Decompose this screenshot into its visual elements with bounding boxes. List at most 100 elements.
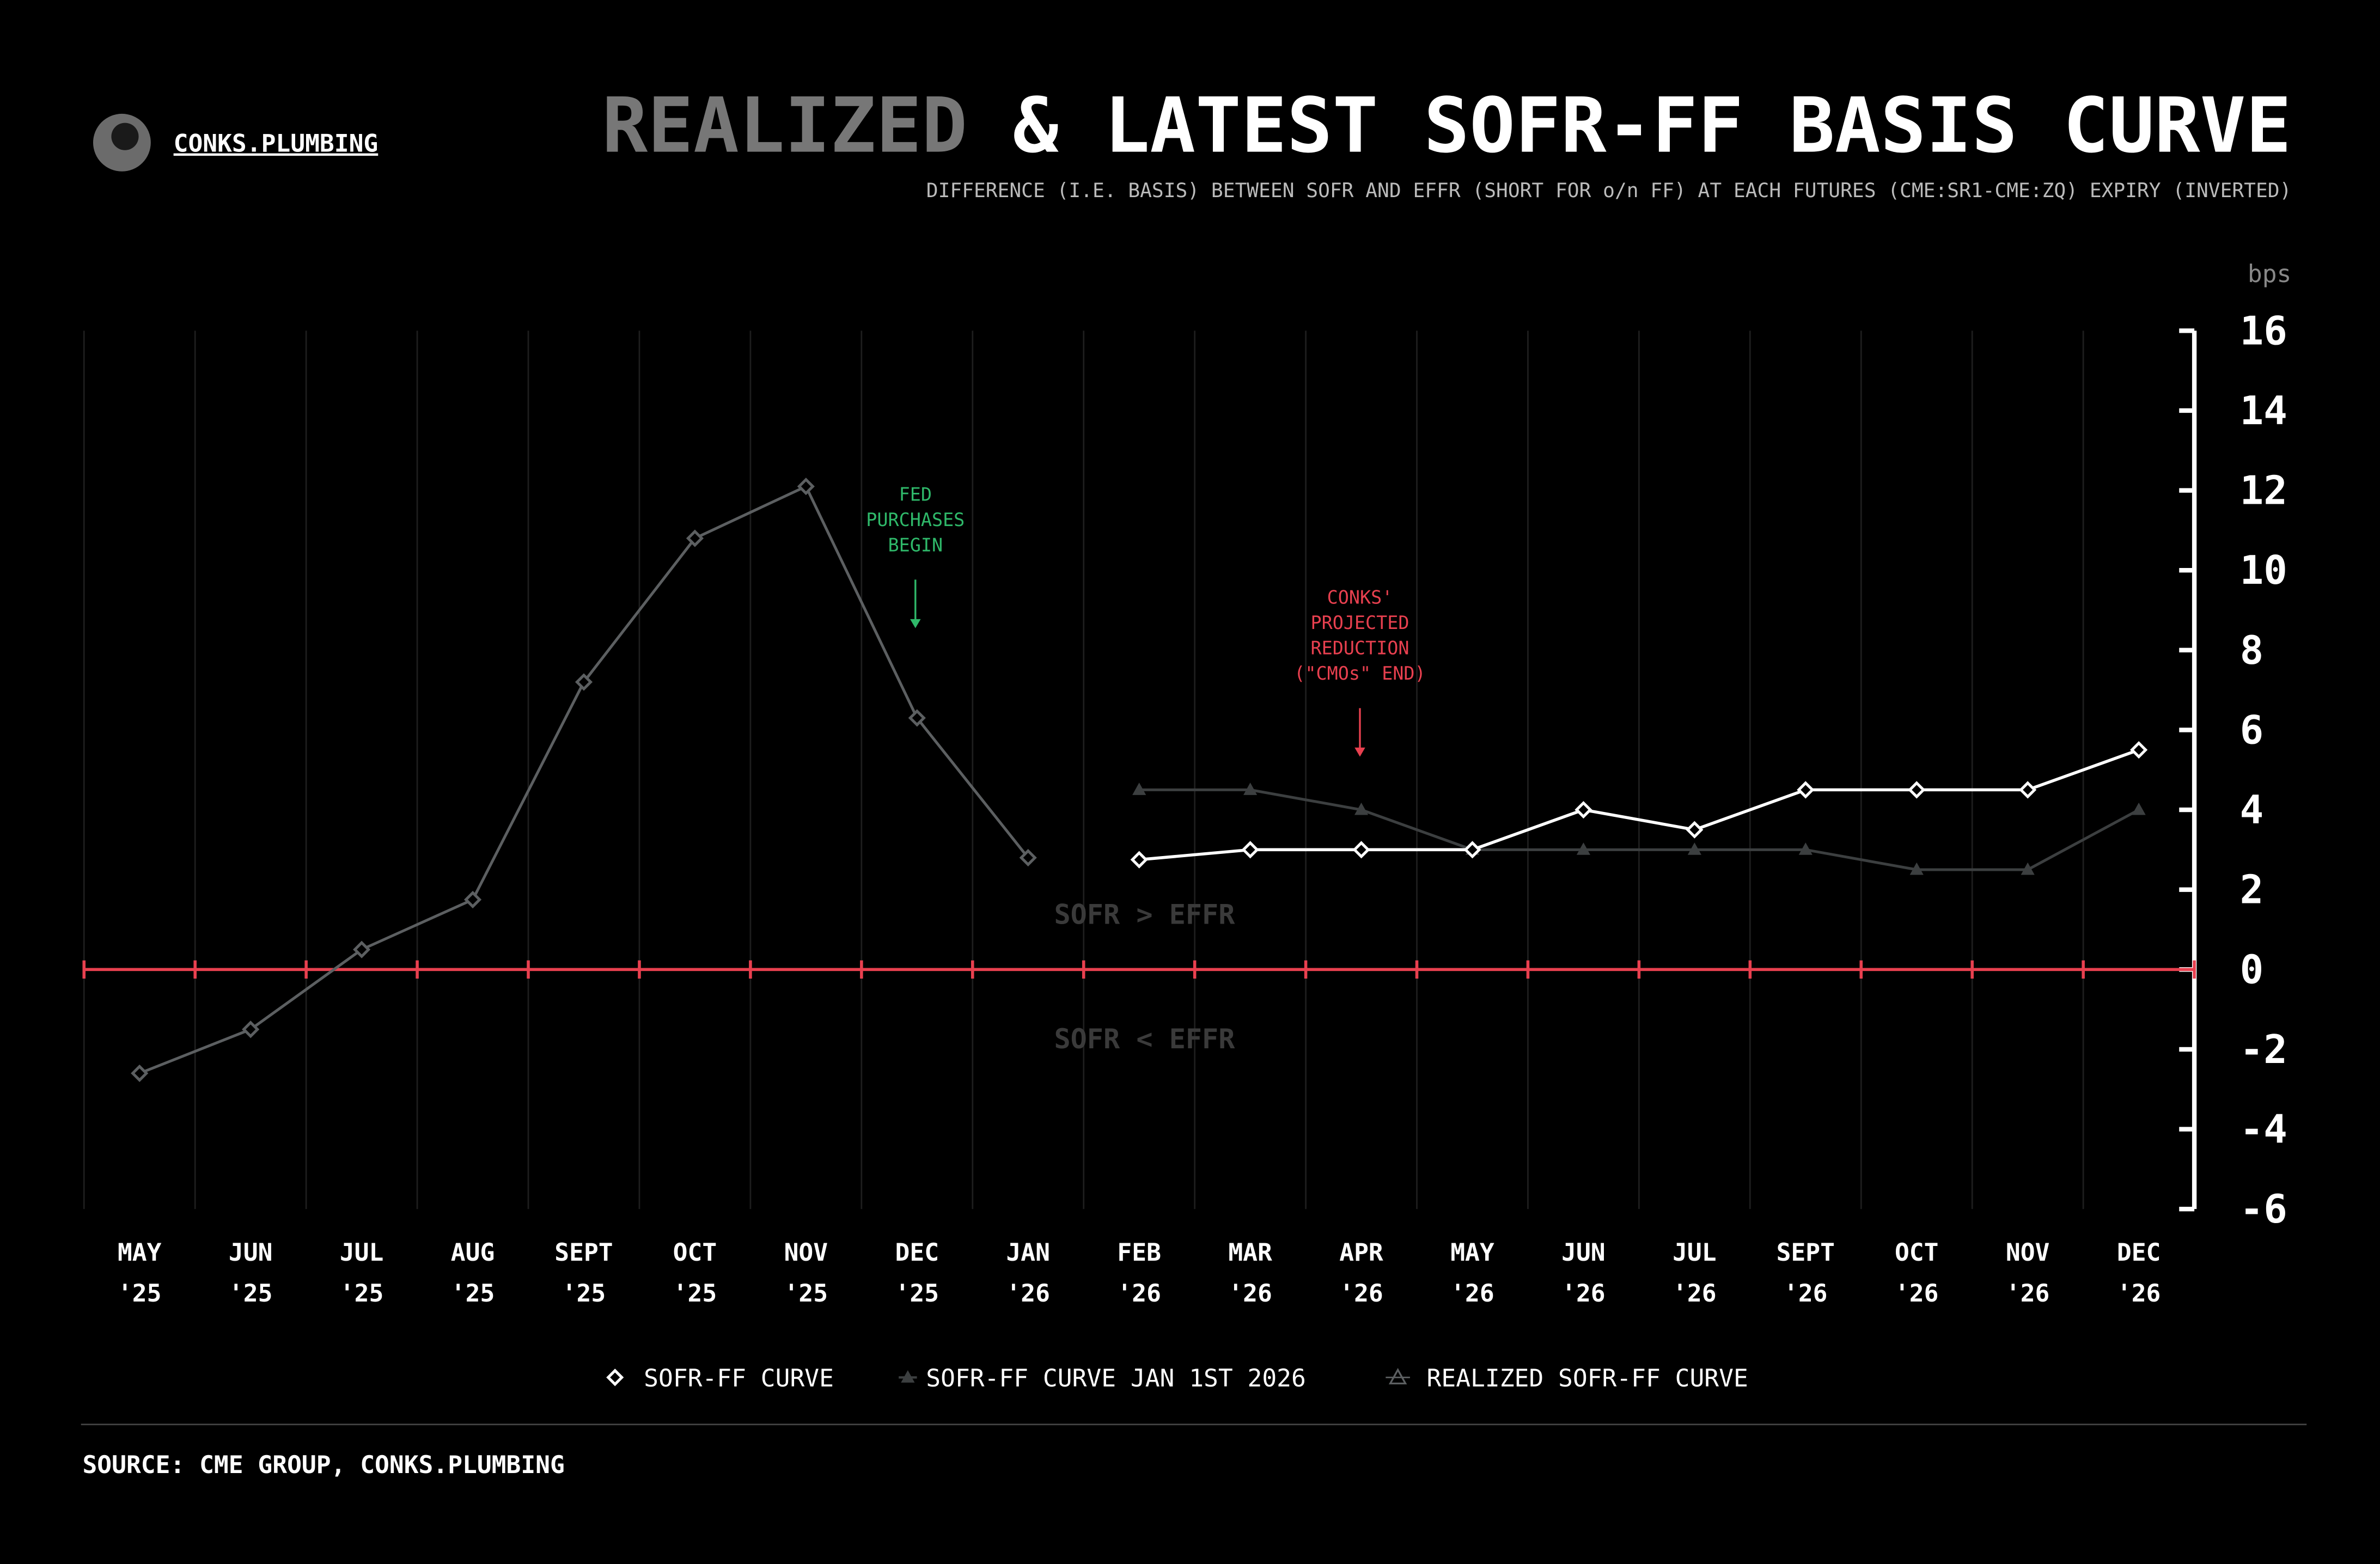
series-line [1139, 788, 2140, 871]
x-tick-label: JUN '25 [228, 1238, 273, 1308]
y-tick-label: -4 [2240, 1107, 2287, 1153]
point [2021, 862, 2035, 875]
point [908, 709, 926, 727]
legend-label: REALIZED SOFR-FF CURVE [1427, 1364, 1748, 1392]
y-tick-label: 4 [2240, 787, 2264, 833]
x-tick-label-box: SEPT '26 [1776, 1238, 1835, 1308]
annotation-text: PURCHASES [866, 509, 965, 530]
region-label: SOFR > EFFR [1054, 898, 1235, 930]
x-tick-label-box: FEB '26 [1117, 1238, 1161, 1308]
legend-icon [1388, 1367, 1407, 1385]
annotation-text: FED [899, 484, 932, 505]
legend-label: SOFR-FF CURVE JAN 1ST 2026 [926, 1364, 1306, 1392]
annotation-text: ("CMOs" END) [1294, 663, 1425, 684]
title-muted: REALIZED [602, 82, 967, 170]
point [686, 529, 704, 547]
x-tick-label-box: SEPT '25 [554, 1238, 613, 1308]
x-tick-label: FEB '26 [1117, 1238, 1161, 1308]
x-tick-label: JUL '25 [339, 1238, 384, 1308]
point [1798, 842, 1813, 855]
point [2019, 781, 2037, 799]
x-tick-label: OCT '26 [1894, 1238, 1939, 1308]
y-tick-label: 0 [2240, 947, 2264, 993]
x-tick-label: SEPT '25 [554, 1238, 613, 1308]
y-tick-label: -2 [2240, 1027, 2287, 1073]
x-tick-label: NOV '26 [2005, 1238, 2050, 1308]
x-tick-label: JAN '26 [1006, 1238, 1050, 1308]
x-tick-label-box: DEC '25 [895, 1238, 939, 1308]
series-line [1139, 748, 2140, 862]
x-tick-label: DEC '25 [895, 1238, 939, 1308]
x-tick-label: AUG '25 [450, 1238, 495, 1308]
x-tick-label: MAR '26 [1228, 1238, 1272, 1308]
x-tick-label-box: MAY '26 [1450, 1238, 1494, 1308]
y-tick-label: 16 [2240, 308, 2287, 354]
title-main: & LATEST SOFR-FF BASIS CURVE [1013, 82, 2292, 170]
point [797, 478, 815, 496]
x-tick-label-box: OCT '26 [1894, 1238, 1939, 1308]
annotation-arrowhead [910, 619, 921, 628]
x-tick-label: DEC '26 [2116, 1238, 2161, 1308]
x-tick-label: NOV '25 [784, 1238, 828, 1308]
x-tick-label-box: JUN '25 [228, 1238, 273, 1308]
point [1241, 841, 1259, 859]
x-tick-label: JUN '26 [1561, 1238, 1606, 1308]
x-tick-label-box: JUL '25 [339, 1238, 384, 1308]
y-tick-label: 6 [2240, 707, 2264, 753]
point [242, 1021, 260, 1038]
point [463, 890, 482, 909]
legend-label: SOFR-FF CURVE [644, 1364, 834, 1392]
point [2132, 802, 2146, 815]
chart-title: REALIZED & LATEST SOFR-FF BASIS CURVE [602, 82, 2291, 170]
point [606, 1368, 624, 1386]
y-axis-label: bps [2248, 260, 2292, 288]
x-tick-label-box: MAY '25 [117, 1238, 162, 1308]
x-tick-label-box: AUG '25 [450, 1238, 495, 1308]
region-label: SOFR < EFFR [1054, 1023, 1235, 1055]
x-tick-label-box: NOV '26 [2005, 1238, 2050, 1308]
x-tick-label: MAY '26 [1450, 1238, 1494, 1308]
y-tick-label: 2 [2240, 867, 2264, 913]
x-tick-label: OCT '25 [673, 1238, 717, 1308]
x-tick-label-box: JUL '26 [1673, 1238, 1717, 1308]
point [1354, 802, 1369, 815]
point [1576, 842, 1591, 855]
point [1243, 783, 1258, 795]
annotation-text: REDUCTION [1310, 638, 1409, 659]
y-tick-label: 12 [2240, 468, 2287, 514]
x-tick-label-box: DEC '26 [2116, 1238, 2161, 1308]
point [131, 1064, 149, 1082]
x-tick-label-box: JAN '26 [1006, 1238, 1050, 1308]
source: SOURCE: CME GROUP, CONKS.PLUMBING [82, 1451, 564, 1479]
point [1908, 781, 1926, 799]
point [1019, 848, 1037, 867]
x-tick-label: APR '26 [1339, 1238, 1383, 1308]
point [575, 673, 593, 691]
point [1352, 841, 1370, 859]
x-tick-label: SEPT '26 [1776, 1238, 1835, 1308]
annotation-text: BEGIN [888, 534, 943, 555]
annotation-arrowhead [1354, 747, 1365, 757]
x-tick-label: JUL '26 [1673, 1238, 1717, 1308]
logo-detail [111, 123, 139, 150]
point [901, 1370, 915, 1383]
x-tick-label: MAY '25 [117, 1238, 162, 1308]
point [1132, 783, 1146, 795]
point [1130, 851, 1148, 869]
annotation-text: PROJECTED [1310, 612, 1409, 633]
point [1687, 842, 1701, 855]
x-tick-label-box: JUN '26 [1561, 1238, 1606, 1308]
point [1909, 862, 1924, 875]
x-tick-label-box: OCT '25 [673, 1238, 717, 1308]
point [353, 940, 371, 958]
y-tick-label: 14 [2240, 388, 2287, 434]
point [2130, 741, 2148, 759]
brand: CONKS.PLUMBING [174, 130, 379, 158]
point [1797, 781, 1815, 799]
y-tick-label: 10 [2240, 548, 2287, 594]
x-tick-label-box: APR '26 [1339, 1238, 1383, 1308]
annotation-text: CONKS' [1327, 587, 1393, 608]
point [1575, 801, 1592, 819]
